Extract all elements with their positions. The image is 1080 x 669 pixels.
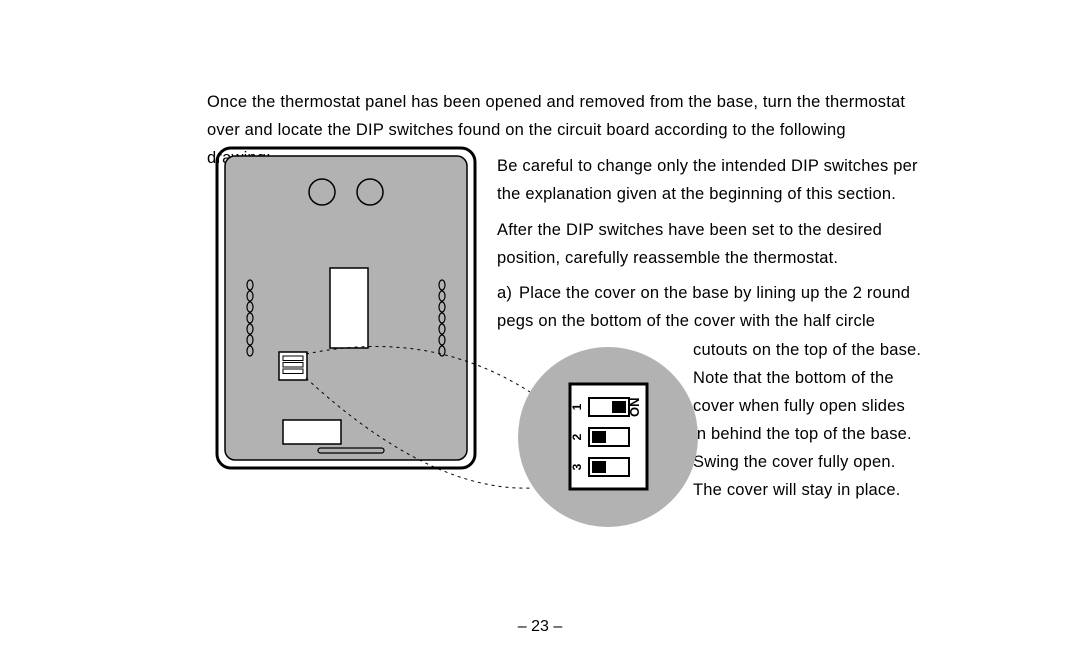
step-a-marker: a) bbox=[497, 279, 519, 307]
right-terminal-6 bbox=[439, 335, 445, 345]
page-number: – 23 – bbox=[0, 618, 1080, 636]
right-terminal-4 bbox=[439, 313, 445, 323]
careful-paragraph: Be careful to change only the intended D… bbox=[497, 152, 927, 208]
right-terminal-5 bbox=[439, 324, 445, 334]
small-dip-row-3 bbox=[283, 369, 303, 374]
device-outer bbox=[217, 148, 475, 468]
zoom-circle bbox=[518, 347, 698, 527]
small-dip-row-2 bbox=[283, 363, 303, 368]
peg-2 bbox=[357, 179, 383, 205]
zoom-dip-num-3: 3 bbox=[570, 463, 584, 470]
right-terminal-3 bbox=[439, 302, 445, 312]
cutouts-line: cutouts on the top of the base. bbox=[693, 336, 933, 364]
step-a-text: Place the cover on the base by lining up… bbox=[497, 284, 910, 330]
zoom-dip-body bbox=[570, 384, 647, 489]
left-terminal-5 bbox=[247, 324, 253, 334]
left-terminal-4 bbox=[247, 313, 253, 323]
bottom-slot bbox=[318, 448, 384, 453]
left-terminal-2 bbox=[247, 291, 253, 301]
callout-line-2 bbox=[306, 378, 532, 488]
zoom-dip-toggle-2 bbox=[592, 431, 606, 443]
zoom-dip-toggle-1 bbox=[612, 401, 626, 413]
peg-1 bbox=[309, 179, 335, 205]
right-terminal-7 bbox=[439, 346, 445, 356]
device-inner bbox=[225, 156, 467, 460]
zoom-dip-on-label: ON bbox=[627, 398, 642, 418]
callout-line-1 bbox=[306, 346, 530, 392]
left-terminal-1 bbox=[247, 280, 253, 290]
after-paragraph: After the DIP switches have been set to … bbox=[497, 216, 917, 272]
small-dip-row-1 bbox=[283, 356, 303, 361]
zoom-dip-slot-1 bbox=[589, 398, 629, 416]
step-a-paragraph: a)Place the cover on the base by lining … bbox=[497, 279, 927, 335]
zoom-dip-num-2: 2 bbox=[570, 433, 584, 440]
left-terminal-6 bbox=[247, 335, 253, 345]
left-terminal-7 bbox=[247, 346, 253, 356]
note-paragraph: Note that the bottom of the cover when f… bbox=[693, 364, 918, 504]
center-component bbox=[330, 268, 368, 348]
small-dip-switch bbox=[279, 352, 307, 380]
zoom-dip-slot-2 bbox=[589, 428, 629, 446]
bottom-component bbox=[283, 420, 341, 444]
right-terminal-2 bbox=[439, 291, 445, 301]
right-terminal-1 bbox=[439, 280, 445, 290]
zoom-dip-num-1: 1 bbox=[570, 403, 584, 410]
zoom-dip-slot-3 bbox=[589, 458, 629, 476]
left-terminal-3 bbox=[247, 302, 253, 312]
zoom-dip-toggle-3 bbox=[592, 461, 606, 473]
